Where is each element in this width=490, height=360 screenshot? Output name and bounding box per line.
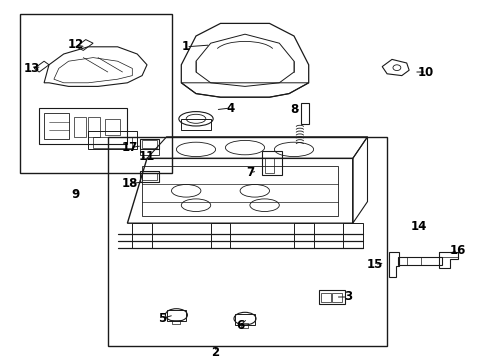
Text: 9: 9 xyxy=(72,188,80,201)
Text: 7: 7 xyxy=(246,166,254,179)
Bar xyxy=(181,119,211,130)
Text: 13: 13 xyxy=(24,62,40,75)
Bar xyxy=(301,103,309,124)
Bar xyxy=(321,293,331,302)
Bar xyxy=(132,223,152,248)
Bar xyxy=(241,323,248,328)
Bar xyxy=(398,257,442,265)
Bar xyxy=(142,173,157,180)
Text: 11: 11 xyxy=(139,150,155,163)
Bar xyxy=(343,223,363,248)
Bar xyxy=(142,166,338,216)
Bar xyxy=(142,140,157,148)
Bar xyxy=(20,14,172,173)
Bar xyxy=(332,293,342,302)
Bar xyxy=(211,223,230,248)
Bar xyxy=(105,119,120,135)
Bar xyxy=(235,314,255,325)
Bar xyxy=(172,320,180,324)
Bar xyxy=(167,310,186,321)
Text: 10: 10 xyxy=(418,66,435,78)
Text: 4: 4 xyxy=(226,102,234,114)
Text: 3: 3 xyxy=(344,291,352,303)
Text: 6: 6 xyxy=(236,319,244,332)
Bar xyxy=(318,290,345,304)
Bar xyxy=(262,151,282,175)
Text: 16: 16 xyxy=(450,244,466,257)
Bar xyxy=(140,139,159,149)
Bar xyxy=(74,117,86,137)
Text: 1: 1 xyxy=(182,40,190,53)
Bar xyxy=(439,252,458,257)
Bar xyxy=(88,131,137,149)
Text: 17: 17 xyxy=(122,141,138,154)
Text: 15: 15 xyxy=(367,258,383,271)
Text: 12: 12 xyxy=(68,39,84,51)
Text: 18: 18 xyxy=(122,177,138,190)
Bar xyxy=(93,137,132,148)
Bar xyxy=(88,117,100,137)
Text: 8: 8 xyxy=(290,103,298,116)
Bar xyxy=(294,223,314,248)
Bar xyxy=(39,108,127,144)
Text: 2: 2 xyxy=(212,346,220,359)
Bar xyxy=(140,171,159,182)
Text: 14: 14 xyxy=(411,220,427,233)
Bar xyxy=(265,158,274,173)
Bar xyxy=(108,137,387,346)
Text: 5: 5 xyxy=(158,312,166,325)
Bar xyxy=(44,113,69,139)
